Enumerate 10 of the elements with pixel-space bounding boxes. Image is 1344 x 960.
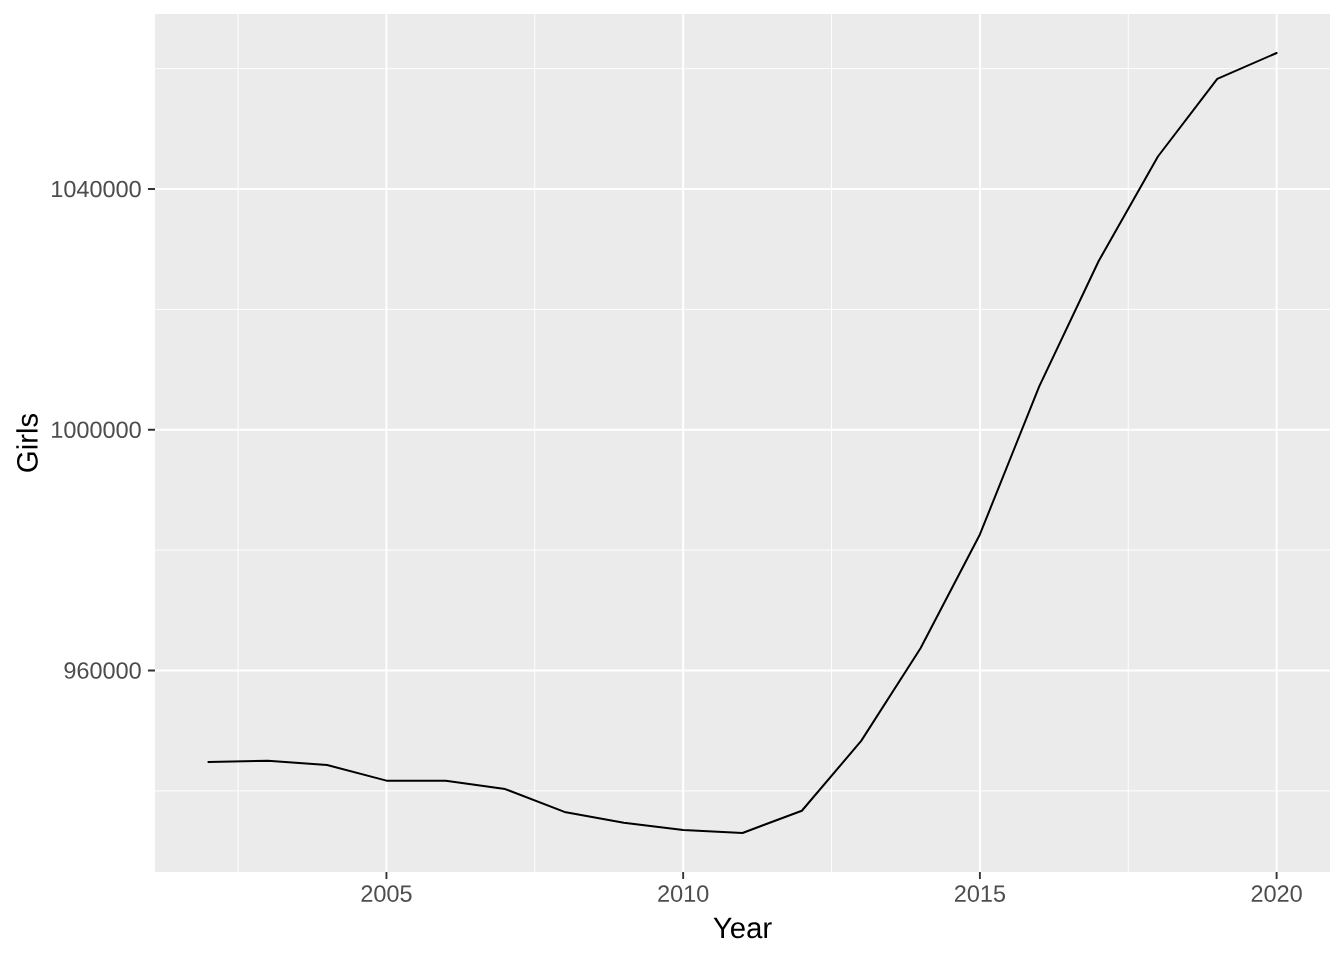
y-tick-label: 960000 [64,662,141,679]
y-tick-label: 1040000 [52,180,141,198]
line-series [207,51,1278,834]
x-tick-label: 2015 [954,885,1005,902]
x-tick-label: 2010 [658,885,709,902]
y-axis-title: Girls [16,413,38,472]
y-tick-label: 1000000 [52,421,141,439]
x-tick-label: 2020 [1251,885,1302,902]
x-tick-label: 2005 [361,885,412,902]
x-axis-title: Year [713,917,772,939]
